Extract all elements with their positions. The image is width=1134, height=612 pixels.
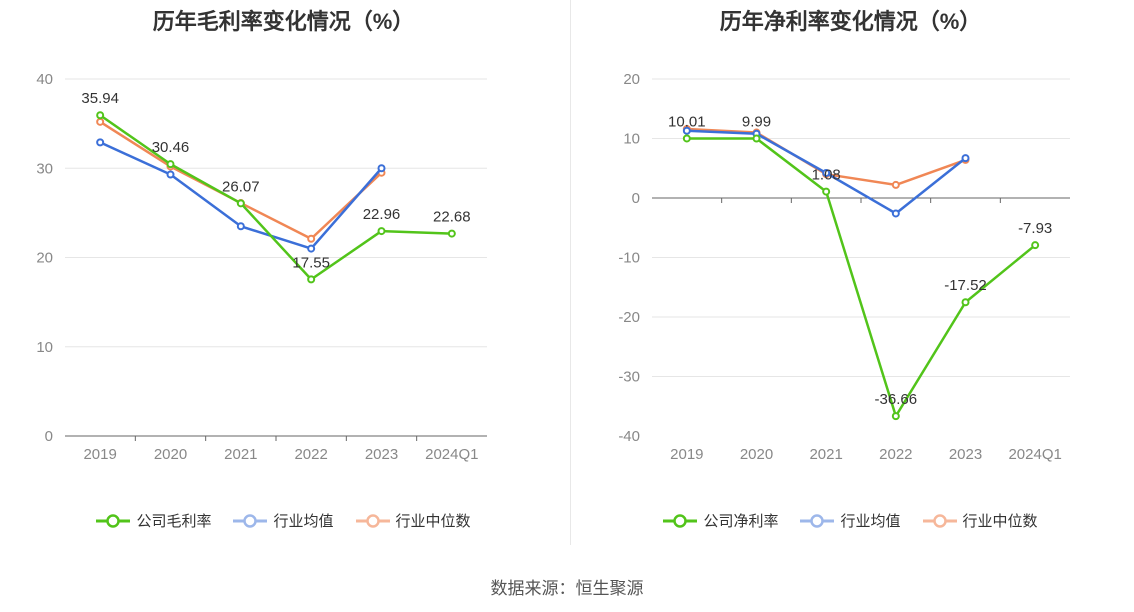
y-tick-label: 20 bbox=[36, 250, 53, 267]
data-point bbox=[822, 169, 831, 178]
data-point bbox=[891, 209, 900, 218]
data-label: 10.01 bbox=[668, 113, 706, 130]
gross-margin-chart: 历年毛利率变化情况（%） 0 10 20 30 40 2019 2020 2021 2022 20… bbox=[0, 0, 567, 560]
gross-margin-plot: 0 10 20 30 40 2019 2020 2021 2022 2023 2024Q1 35.94… bbox=[36, 71, 487, 463]
data-label: 22.96 bbox=[363, 206, 401, 223]
legend-item-industry-median[interactable]: 行业中位数 bbox=[355, 510, 471, 531]
y-tick-label: -30 bbox=[618, 369, 640, 386]
data-point bbox=[891, 412, 900, 421]
data-point bbox=[891, 180, 900, 189]
panel-divider bbox=[570, 0, 571, 545]
series-line bbox=[686, 137, 1036, 418]
data-point bbox=[1031, 241, 1040, 250]
y-tick-label: -20 bbox=[618, 309, 640, 326]
x-tick-label: 2022 bbox=[879, 446, 912, 463]
y-tick-label: 20 bbox=[623, 71, 640, 88]
legend: 公司毛利率 行业均值 行业中位数 bbox=[0, 510, 567, 531]
legend-label: 公司净利率 bbox=[703, 513, 779, 530]
data-point bbox=[447, 229, 456, 238]
x-tick-label: 2023 bbox=[365, 446, 398, 463]
series-line bbox=[99, 141, 383, 250]
data-point bbox=[96, 138, 105, 147]
legend-line-icon bbox=[96, 513, 131, 528]
legend-item-industry-avg[interactable]: 行业均值 bbox=[233, 510, 334, 531]
data-point bbox=[682, 126, 691, 135]
y-tick-label: 10 bbox=[36, 339, 53, 356]
data-point bbox=[166, 170, 175, 179]
data-label: 1.08 bbox=[812, 167, 841, 184]
y-tick-label: -10 bbox=[618, 250, 640, 267]
data-point bbox=[307, 234, 316, 243]
y-tick-label: 30 bbox=[36, 160, 53, 177]
x-tick-label: 2021 bbox=[809, 446, 842, 463]
x-tick-label: 2019 bbox=[670, 446, 703, 463]
legend-line-icon bbox=[233, 513, 268, 528]
net-margin-plot: -40 -30 -20 -10 0 10 20 2019 2020 2021 2022 2023 202… bbox=[618, 71, 1070, 463]
legend-line-icon bbox=[663, 513, 698, 528]
data-point bbox=[236, 222, 245, 231]
x-tick-label: 2022 bbox=[294, 446, 327, 463]
x-tick-label: 2024Q1 bbox=[1008, 446, 1061, 463]
legend-item-industry-avg[interactable]: 行业均值 bbox=[800, 510, 901, 531]
data-source-note: 数据来源：恒生聚源 bbox=[490, 579, 644, 598]
x-tick-label: 2019 bbox=[83, 446, 116, 463]
data-point bbox=[236, 199, 245, 208]
legend-label: 公司毛利率 bbox=[136, 513, 212, 530]
data-label: 9.99 bbox=[742, 114, 771, 131]
data-point bbox=[961, 154, 970, 163]
legend-line-icon bbox=[800, 513, 835, 528]
data-point bbox=[822, 187, 831, 196]
x-tick-label: 2020 bbox=[154, 446, 187, 463]
x-tick-label: 2021 bbox=[224, 446, 257, 463]
y-tick-label: 40 bbox=[36, 71, 53, 88]
data-label: -17.52 bbox=[944, 277, 987, 294]
data-point bbox=[166, 160, 175, 169]
x-tick-label: 2020 bbox=[740, 446, 773, 463]
data-label: 35.94 bbox=[81, 90, 119, 107]
y-tick-label: 0 bbox=[632, 190, 640, 207]
data-point bbox=[377, 164, 386, 173]
legend-label: 行业中位数 bbox=[395, 513, 471, 530]
y-tick-label: -40 bbox=[618, 428, 640, 445]
data-point bbox=[752, 134, 761, 143]
legend-item-company-gross[interactable]: 公司毛利率 bbox=[96, 510, 211, 531]
data-label: 26.07 bbox=[222, 178, 260, 195]
data-point bbox=[682, 134, 691, 143]
legend-line-icon bbox=[922, 513, 957, 528]
chart-title: 历年净利率变化情况（%） bbox=[719, 9, 982, 34]
y-tick-label: 0 bbox=[45, 428, 53, 445]
data-point bbox=[96, 117, 105, 126]
y-tick-label: 10 bbox=[623, 131, 640, 148]
chart-title: 历年毛利率变化情况（%） bbox=[152, 9, 415, 34]
data-label: 22.68 bbox=[433, 209, 471, 226]
data-point bbox=[307, 275, 316, 284]
legend-label: 行业均值 bbox=[840, 513, 901, 530]
data-label: 17.55 bbox=[292, 254, 330, 271]
series-line bbox=[99, 114, 452, 281]
legend-item-company-net[interactable]: 公司净利率 bbox=[663, 510, 778, 531]
data-label: -7.93 bbox=[1018, 220, 1052, 237]
legend: 公司净利率 行业均值 行业中位数 bbox=[567, 510, 1134, 531]
data-point bbox=[307, 244, 316, 253]
net-margin-chart: 历年净利率变化情况（%） -40 -30 -20 -10 0 10 20 2019 2020 20… bbox=[567, 0, 1134, 560]
data-label: 30.46 bbox=[152, 139, 190, 156]
data-point bbox=[96, 111, 105, 120]
data-point bbox=[961, 298, 970, 307]
legend-line-icon bbox=[355, 513, 390, 528]
x-tick-label: 2024Q1 bbox=[425, 446, 478, 463]
data-point bbox=[377, 227, 386, 236]
legend-item-industry-median[interactable]: 行业中位数 bbox=[922, 510, 1038, 531]
legend-label: 行业均值 bbox=[273, 513, 334, 530]
data-label: -36.66 bbox=[875, 391, 918, 408]
legend-label: 行业中位数 bbox=[962, 513, 1038, 530]
x-tick-label: 2023 bbox=[949, 446, 982, 463]
